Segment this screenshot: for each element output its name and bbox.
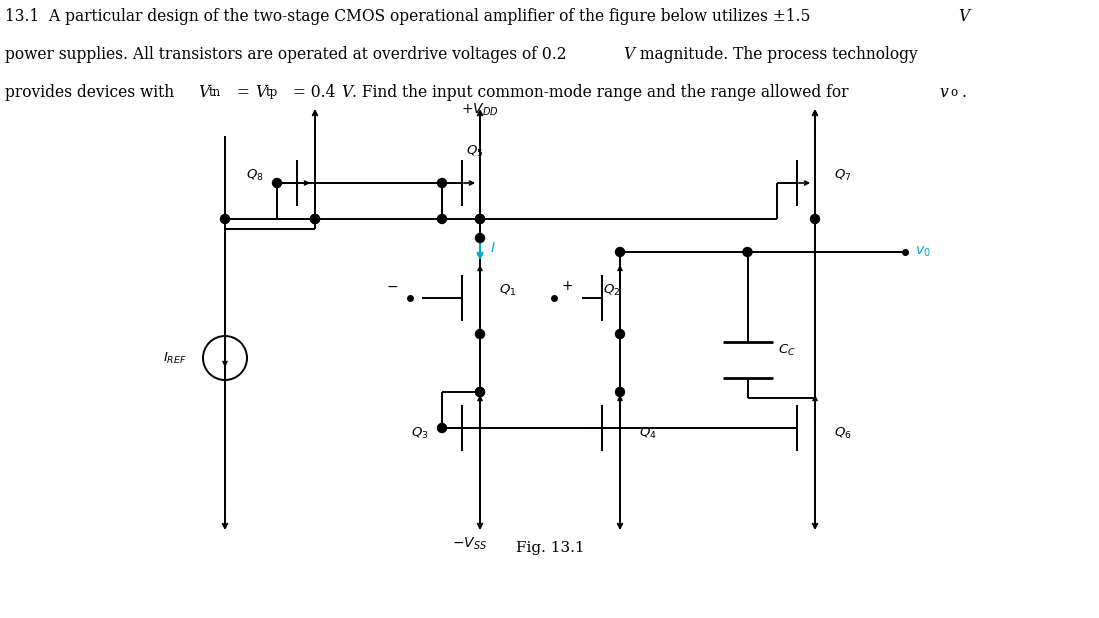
Circle shape (615, 329, 624, 339)
Text: $-$: $-$ (386, 279, 398, 293)
Circle shape (273, 179, 281, 187)
Circle shape (311, 214, 320, 224)
Text: $v_0$: $v_0$ (915, 245, 931, 259)
Text: V: V (341, 84, 353, 101)
Text: $-V_{SS}$: $-V_{SS}$ (453, 536, 488, 552)
Text: provides devices with: provides devices with (5, 84, 179, 101)
Text: = 0.4: = 0.4 (288, 84, 335, 101)
Circle shape (221, 214, 230, 224)
Text: . Find the input common-mode range and the range allowed for: . Find the input common-mode range and t… (352, 84, 854, 101)
Text: $+V_{DD}$: $+V_{DD}$ (462, 101, 499, 118)
Text: $Q_1$: $Q_1$ (499, 282, 517, 297)
Text: $Q_2$: $Q_2$ (603, 282, 621, 297)
Circle shape (476, 329, 485, 339)
Circle shape (476, 214, 485, 224)
Circle shape (615, 387, 624, 397)
Circle shape (743, 247, 752, 256)
Text: o: o (950, 86, 957, 99)
Circle shape (615, 247, 624, 256)
Text: $C_C$: $C_C$ (777, 342, 796, 358)
Text: $Q_7$: $Q_7$ (834, 167, 852, 182)
Text: power supplies. All transistors are operated at overdrive voltages of 0.2: power supplies. All transistors are oper… (5, 46, 566, 63)
Text: $Q_6$: $Q_6$ (834, 425, 852, 441)
Text: $Q_8$: $Q_8$ (246, 167, 264, 182)
Circle shape (437, 423, 446, 433)
Text: $I$: $I$ (490, 241, 496, 255)
Text: V: V (958, 8, 969, 25)
Text: magnitude. The process technology: magnitude. The process technology (635, 46, 918, 63)
Text: tp: tp (266, 86, 278, 99)
Text: 13.1  A particular design of the two-stage CMOS operational amplifier of the fig: 13.1 A particular design of the two-stag… (5, 8, 810, 25)
Text: $Q_4$: $Q_4$ (640, 425, 657, 441)
Circle shape (810, 214, 820, 224)
Text: V: V (198, 84, 209, 101)
Text: .: . (962, 84, 967, 101)
Text: $I_{REF}$: $I_{REF}$ (164, 350, 187, 366)
Text: Fig. 13.1: Fig. 13.1 (515, 541, 585, 555)
Text: tn: tn (209, 86, 221, 99)
Circle shape (437, 179, 446, 187)
Text: $Q_3$: $Q_3$ (411, 425, 429, 441)
Circle shape (311, 214, 320, 224)
Text: V: V (255, 84, 266, 101)
Circle shape (476, 387, 485, 397)
Text: =: = (232, 84, 255, 101)
Text: $Q_5$: $Q_5$ (466, 143, 484, 159)
Circle shape (476, 214, 485, 224)
Text: $+$: $+$ (560, 279, 573, 293)
Text: v: v (939, 84, 947, 101)
Text: V: V (623, 46, 634, 63)
Circle shape (476, 234, 485, 242)
Circle shape (476, 387, 485, 397)
Circle shape (437, 214, 446, 224)
